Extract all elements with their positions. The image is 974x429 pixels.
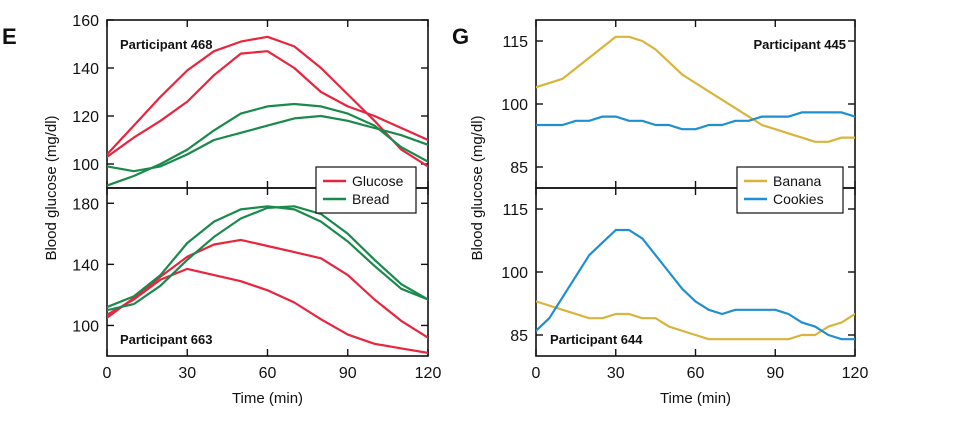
x-tick-label: 60 (259, 365, 277, 382)
chart-E-top: 100 120 140 160 Participant 468 (72, 13, 429, 189)
legend-label: Banana (773, 173, 821, 189)
y-tick-label: 115 (502, 202, 528, 219)
y-axis-label: Blood glucose (mg/dl) (43, 115, 60, 260)
participant-label: Participant 663 (120, 332, 213, 347)
series-line-bread-4 (107, 205, 428, 312)
x-tick-label: 60 (687, 365, 705, 382)
series-line-banana-1 (536, 35, 855, 143)
series-line-bread-3 (107, 205, 428, 309)
x-axis-label: Time (min) (232, 390, 303, 407)
legend-label: Bread (352, 191, 389, 207)
series-line-banana-1 (536, 300, 855, 341)
participant-label: Participant 468 (120, 37, 213, 52)
chart-E-bottom: 100 140 180 0 30 60 90 120 Time (min) Participant… (72, 166, 442, 407)
series-line-glucose-1 (107, 238, 428, 339)
participant-label: Participant 445 (754, 37, 847, 52)
series-line-glucose-2 (107, 50, 428, 158)
x-tick-label: 30 (178, 365, 196, 382)
chart-G-bottom: 85 100 115 0 30 60 90 120 Time (min) Participant … (501, 166, 869, 407)
legend-box (736, 166, 844, 214)
chart-G-top: 85 100 115 Participant 445 (501, 19, 856, 189)
y-tick-label: 100 (72, 157, 99, 174)
series-line-bread-4 (107, 114, 428, 173)
legend-label: Glucose (352, 173, 404, 189)
x-tick-label: 0 (532, 365, 541, 382)
x-tick-label: 90 (339, 365, 357, 382)
x-axis-label: Time (min) (660, 390, 731, 407)
series-line-cookies-2 (536, 111, 855, 131)
y-tick-label: 100 (501, 265, 528, 282)
y-tick-label: 85 (510, 328, 528, 345)
series-line-cookies-2 (536, 228, 855, 341)
x-tick-label: 30 (607, 365, 625, 382)
series-line-glucose-1 (107, 35, 428, 168)
legend: Glucose Bread (315, 166, 417, 214)
y-tick-label: 100 (72, 318, 99, 335)
x-tick-label: 120 (415, 365, 442, 382)
legend: Banana Cookies (736, 166, 844, 214)
y-tick-label: 100 (501, 97, 528, 114)
plots: 100 120 140 160 Participant 468 100 140 180 0 30 6… (43, 13, 868, 407)
y-axis-label: Blood glucose (mg/dl) (469, 115, 486, 260)
y-tick-label: 140 (72, 257, 99, 274)
y-tick-label: 180 (72, 196, 99, 213)
y-tick-label: 85 (510, 160, 528, 177)
legend-label: Cookies (773, 191, 824, 207)
y-tick-label: 140 (72, 61, 99, 78)
y-tick-label: 120 (72, 109, 99, 126)
panel-letter-e: E (2, 24, 17, 49)
series-line-bread-3 (107, 102, 428, 187)
panel-letter-g: G (452, 24, 469, 49)
x-tick-label: 0 (103, 365, 112, 382)
legend-box (315, 166, 417, 214)
participant-label: Participant 644 (550, 332, 643, 347)
series-line-glucose-2 (107, 267, 428, 354)
x-tick-label: 120 (842, 365, 869, 382)
y-tick-label: 160 (72, 13, 99, 30)
y-tick-label: 115 (502, 34, 528, 51)
x-tick-label: 90 (766, 365, 784, 382)
